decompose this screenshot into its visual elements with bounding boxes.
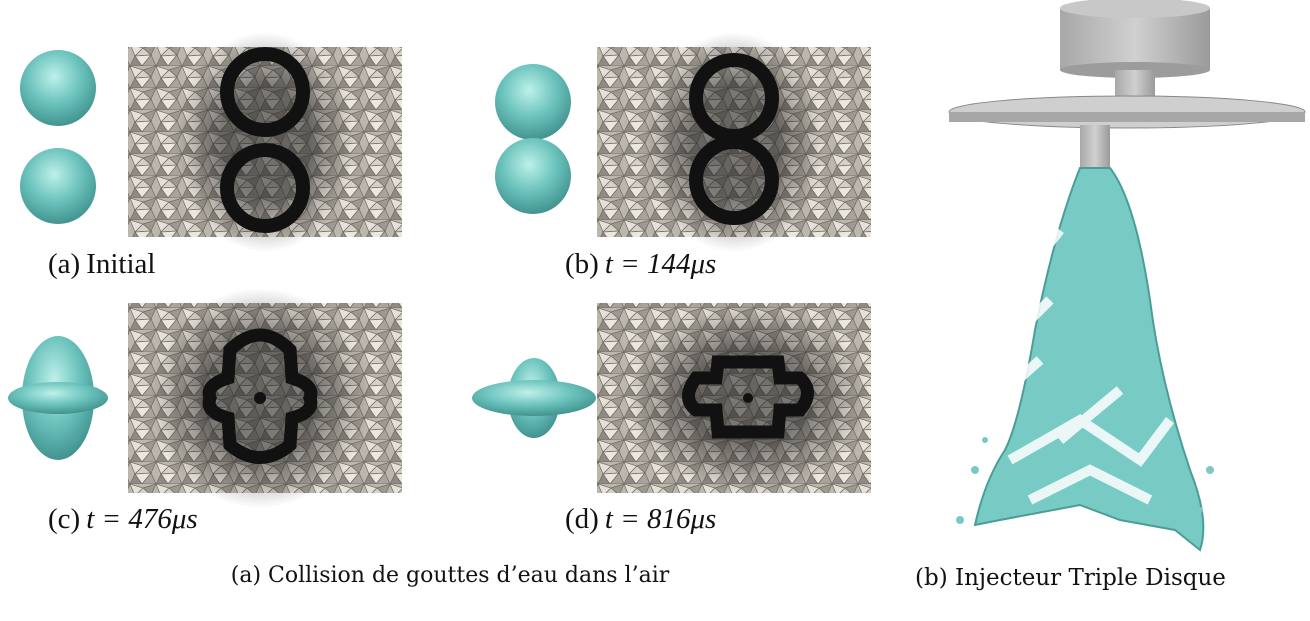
panel-label: (a) Initial [48, 248, 155, 281]
panel-a-art [20, 32, 402, 252]
panel-d-art [472, 303, 871, 493]
panel-b-art [495, 32, 871, 252]
panel-text: t = 816μs [604, 503, 717, 535]
caption-right: (b) Injecteur Triple Disque [915, 565, 1226, 591]
panel-text: Initial [86, 248, 156, 280]
panel-label: (c) t = 476μs [48, 503, 198, 536]
panel-tag: (a) [48, 248, 81, 280]
panel-tag: (c) [48, 503, 81, 535]
panel-text: t = 476μs [86, 503, 198, 535]
panel-tag: (b) [565, 248, 599, 280]
panel-text: t = 144μs [604, 248, 717, 280]
panel-c-art [8, 288, 402, 508]
caption-left: (a) Collision de gouttes d’eau dans l’ai… [230, 563, 670, 588]
injector-art [948, 0, 1306, 552]
panel-label: (b) t = 144μs [565, 248, 716, 281]
panel-label: (d) t = 816μs [565, 503, 716, 536]
panel-tag: (d) [565, 503, 599, 535]
